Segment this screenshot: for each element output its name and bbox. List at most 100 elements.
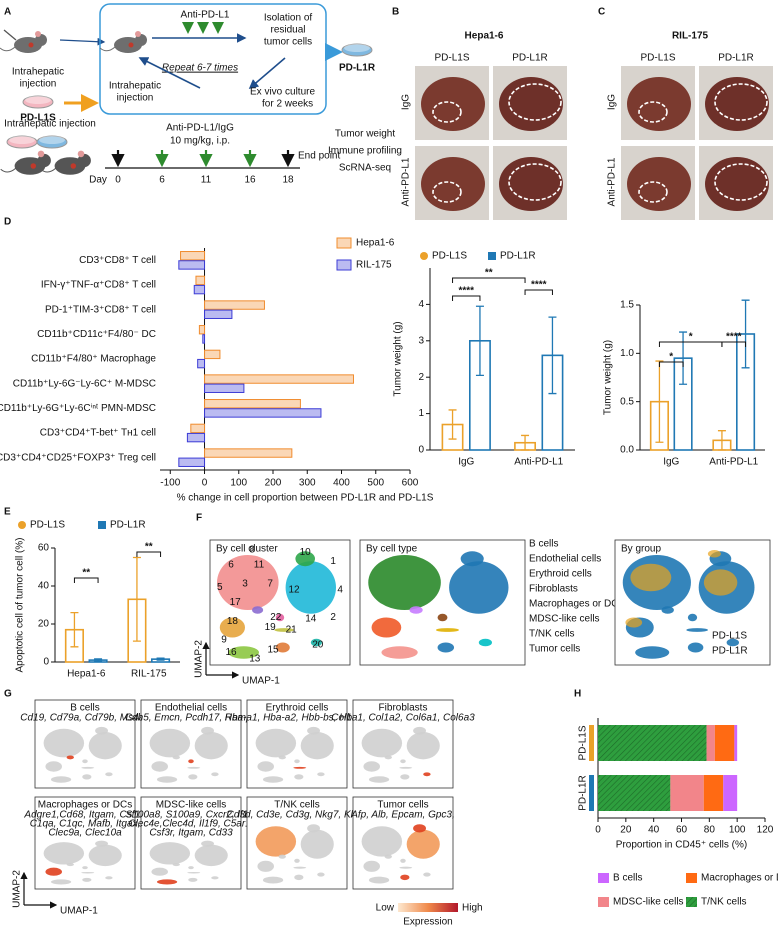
umap-cluster: [413, 726, 426, 735]
x-axis-label: Proportion in CD45⁺ cells (%): [616, 840, 747, 851]
error-bar: [475, 305, 484, 377]
significance-bracket: [136, 551, 162, 557]
y-tick-label: 60: [38, 543, 50, 554]
legend-label: MDSC-like cells: [529, 614, 600, 625]
label: Intrahepatic: [12, 67, 64, 78]
panel-title: RIL-175: [672, 31, 709, 42]
gene-list: Cdh5, Emcn, Pcdh17, Ramp2: [125, 713, 258, 724]
tumor-outline: [638, 101, 668, 123]
x-tick-label: 20: [620, 825, 632, 836]
umap-cluster: [400, 858, 406, 863]
label: Intrahepatic: [109, 81, 161, 92]
legend-swatch: [686, 873, 697, 883]
row-label: Anti-PD-L1: [607, 157, 618, 206]
gene-list: Clec4e,Clec4d, Il1f9, C5ar1,: [128, 819, 253, 830]
liver-mark: [128, 42, 134, 48]
cluster-label: 19: [265, 622, 277, 633]
error-bar: [132, 556, 141, 642]
umap-cluster: [307, 824, 320, 833]
umap-cluster: [188, 877, 198, 882]
tumor-outline: [638, 181, 668, 203]
bar: [190, 423, 206, 434]
umap-cluster: [66, 755, 74, 760]
umap-cluster: [399, 866, 413, 869]
mouse: [54, 157, 86, 175]
error-bar: [70, 611, 79, 648]
umap-cluster: [294, 774, 304, 780]
legend-label: RIL-175: [356, 260, 392, 271]
y-tick-label: 0.5: [620, 396, 634, 407]
cluster-label: 2: [330, 612, 336, 623]
panel-title: By cell cluster: [216, 544, 278, 555]
gene-list: Csf3r, Itgam, Cd33: [149, 828, 233, 839]
legend-label: B cells: [529, 539, 558, 550]
label: PD-L1R: [339, 63, 376, 74]
y-tick-label: CD11b⁺Ly-6G⁺Ly-6Cⁱⁿᵗ PMN-MDSC: [0, 403, 156, 414]
umap-cluster: [257, 761, 274, 772]
umap-cluster: [50, 879, 72, 885]
cluster-label: 4: [337, 585, 343, 596]
umap-cluster: [194, 732, 228, 760]
label: for 2 weeks: [262, 99, 313, 110]
umap-cluster: [294, 874, 304, 881]
y-tick-label: 40: [38, 581, 50, 592]
umap-cluster: [460, 551, 484, 567]
x-tick-label: RIL-175: [131, 669, 167, 680]
label: 6: [159, 175, 165, 186]
cluster-label: 22: [270, 612, 282, 623]
error-bar: [94, 658, 103, 662]
umap-cluster: [156, 776, 178, 783]
cluster-label: 15: [267, 645, 279, 656]
gene-list: Adgre1,Cd68, Itgam, Csf1r,: [23, 810, 145, 821]
tumor-outline: [432, 101, 462, 123]
umap-cluster: [363, 761, 380, 772]
y-tick-label: CD3⁺CD4⁺CD25⁺FOXP3⁺ Treg cell: [0, 452, 156, 463]
umap-cluster: [368, 555, 441, 610]
gene-list: Hba-a1, Hba-a2, Hbb-bs, Hbb-bt: [225, 713, 371, 724]
umap-cluster: [368, 776, 390, 783]
umap-cluster: [211, 876, 219, 880]
x-tick-label: 60: [676, 825, 688, 836]
significance-bracket: [658, 361, 684, 367]
legend-label: PD-L1R: [110, 520, 146, 531]
bar: [198, 325, 206, 335]
cluster-label: 6: [228, 560, 234, 571]
umap-cluster: [228, 646, 259, 659]
label: injection: [117, 93, 154, 104]
y-tick-label: CD11b⁺F4/80⁺ Macrophage: [31, 354, 156, 365]
legend-label: T/NK cells: [701, 897, 747, 908]
umap-cluster: [478, 638, 492, 647]
bar-segment: [714, 725, 735, 761]
x-tick-label: 80: [704, 825, 716, 836]
bar: [204, 300, 265, 310]
legend-label: T/NK cells: [529, 629, 575, 640]
umap-cluster: [201, 726, 214, 735]
scale-title: Expression: [403, 917, 452, 928]
y-tick-label: CD11b⁺CD11c⁺F4/80⁻ DC: [37, 329, 156, 340]
bar-segment: [598, 725, 707, 761]
legend-label: Macrophages or DCs: [701, 873, 778, 884]
panel-letter: E: [4, 507, 11, 518]
x-tick-label: 0: [202, 478, 208, 489]
column-label: PD-L1R: [718, 53, 754, 64]
umap-cluster: [252, 606, 264, 614]
umap-cluster: [413, 824, 426, 833]
significance-label: **: [145, 542, 153, 553]
umap-cluster: [172, 755, 180, 760]
bar-segment: [723, 775, 738, 811]
liver: [627, 77, 691, 131]
umap-overlay: [703, 569, 738, 596]
legend-label: PD-L1R: [712, 646, 748, 657]
umap-cluster: [300, 829, 334, 859]
significance-bracket: [658, 341, 723, 347]
umap-cluster: [406, 732, 440, 760]
plot-title: Tumor cells: [377, 800, 428, 811]
bar: [202, 334, 206, 344]
umap-cluster: [262, 876, 284, 884]
umap-cluster: [194, 844, 228, 867]
scale-label: Low: [376, 903, 395, 914]
legend-label: Erythroid cells: [529, 569, 592, 580]
umap-cluster: [371, 617, 402, 638]
bar: [204, 448, 293, 458]
umap-cluster: [188, 866, 194, 870]
